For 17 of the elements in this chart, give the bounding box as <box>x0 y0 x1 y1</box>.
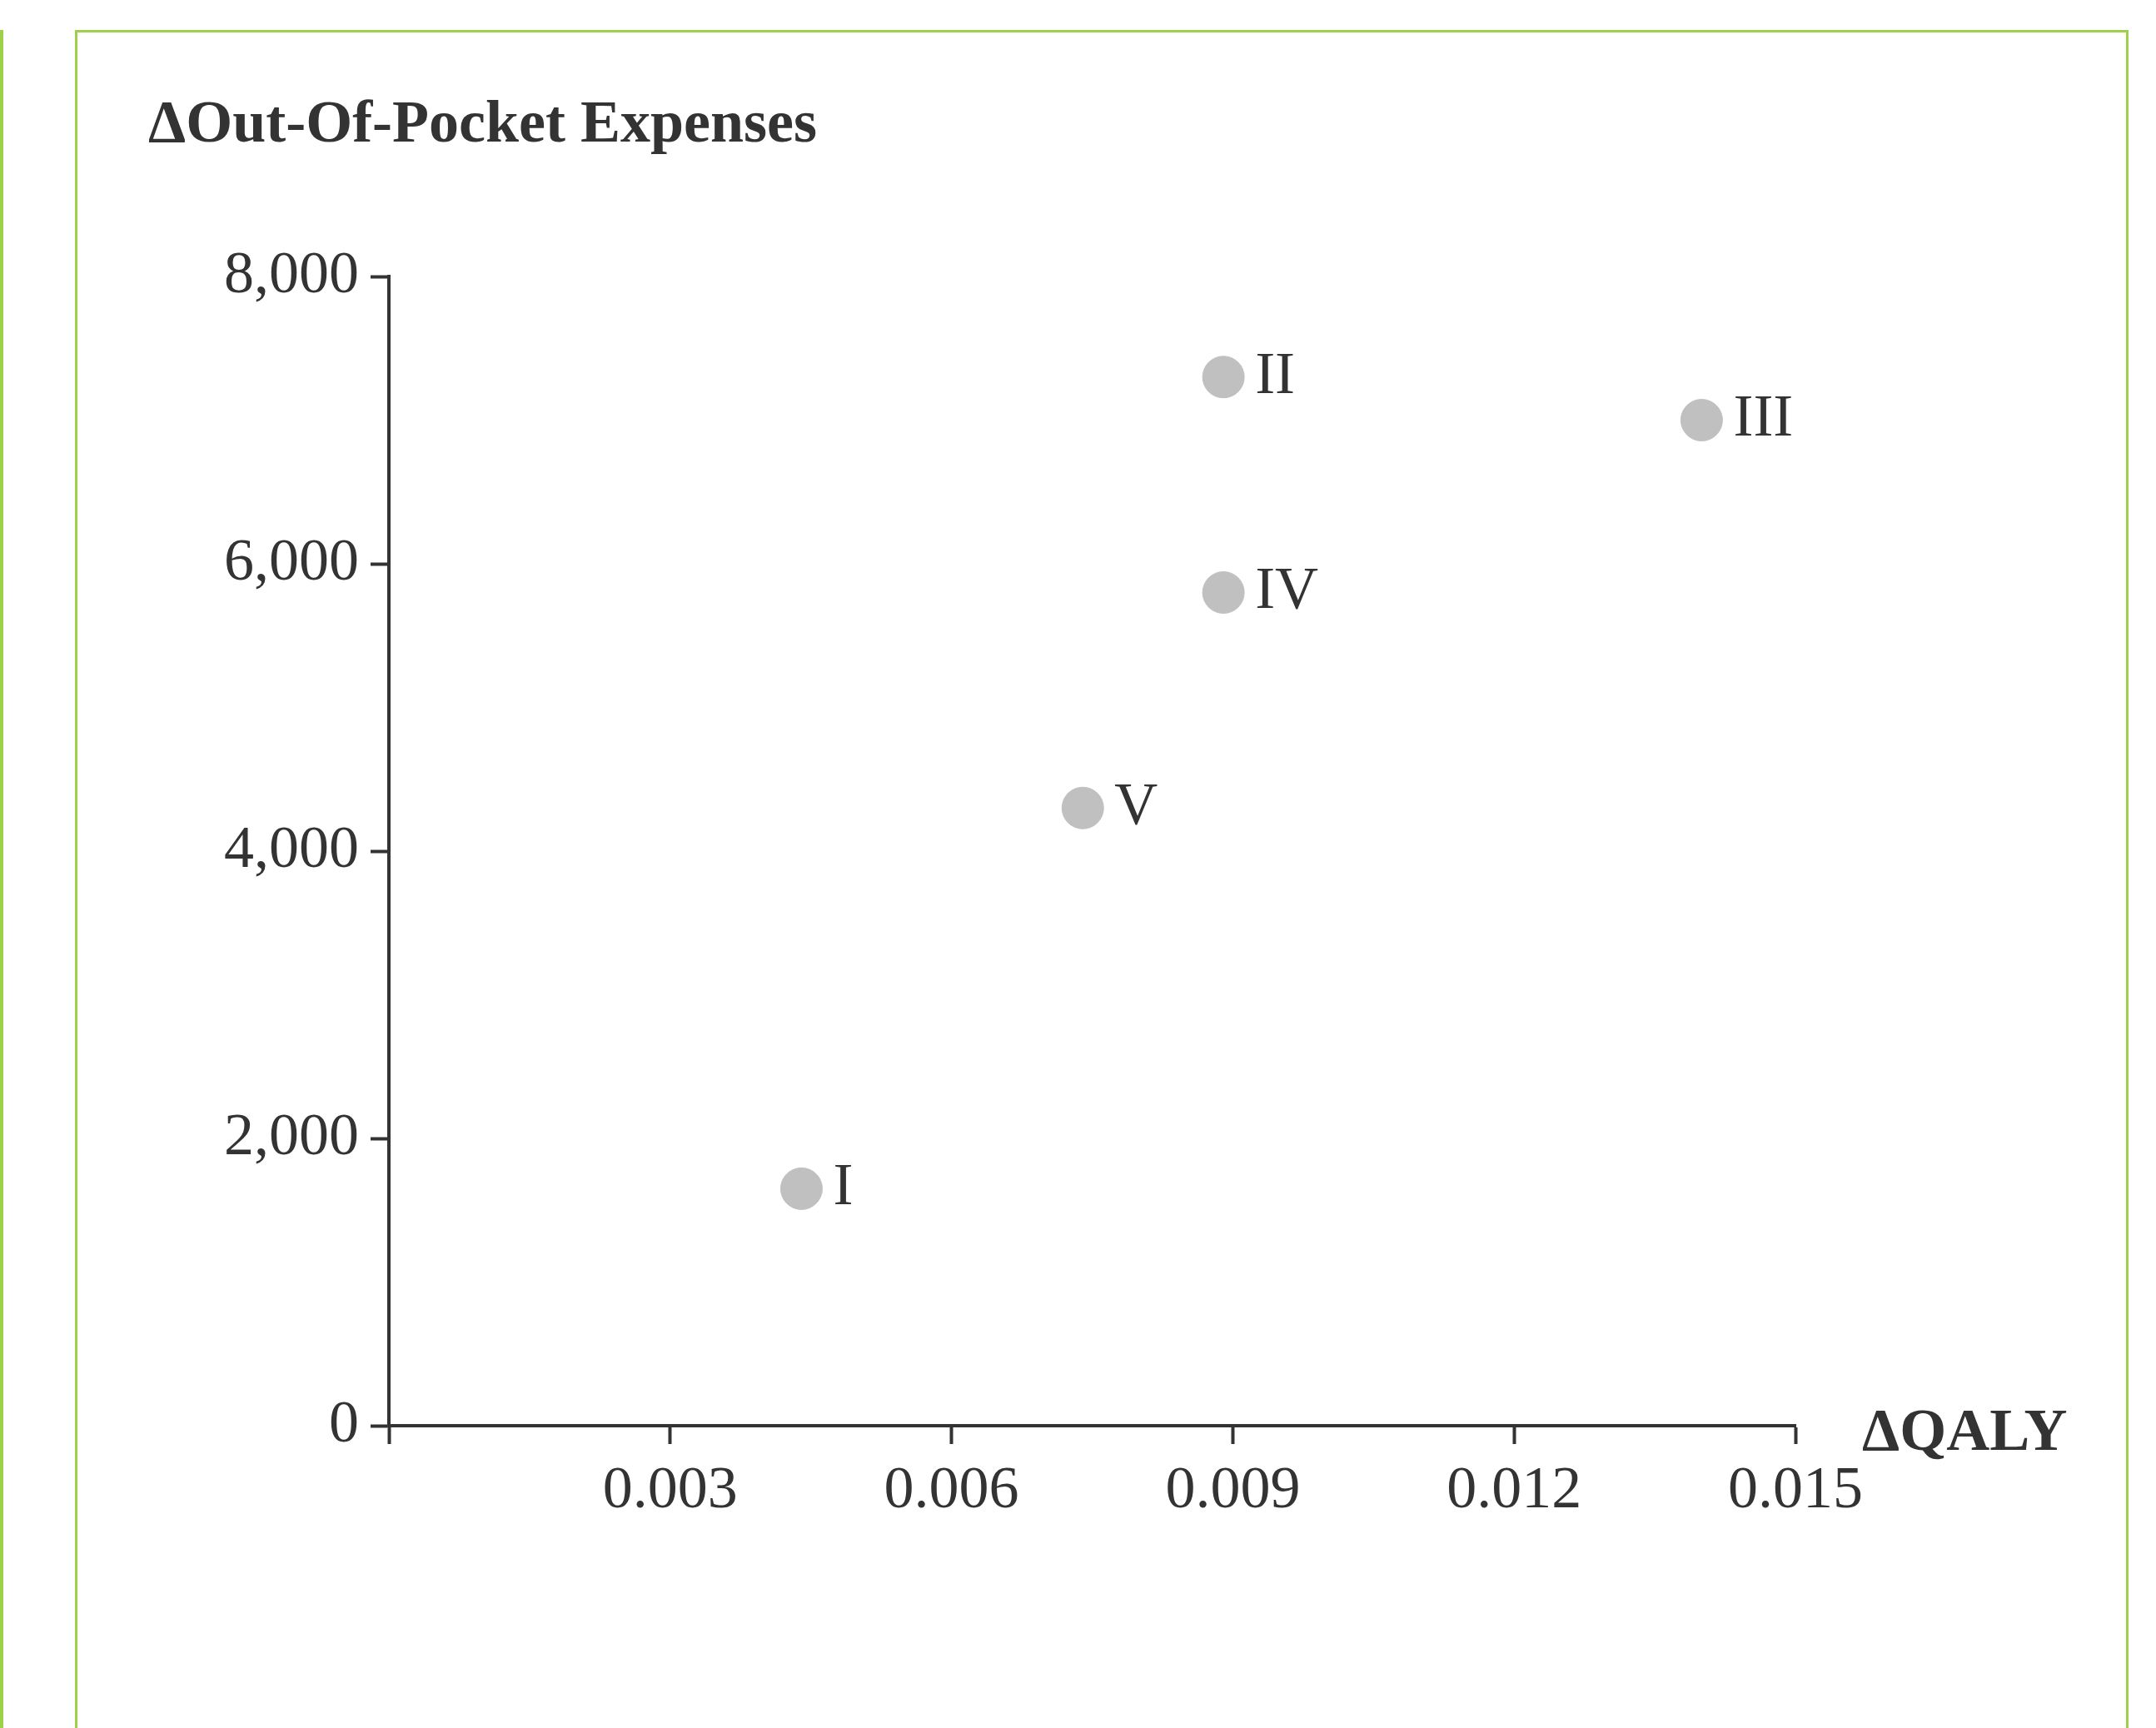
x-tick-label: 0.006 <box>884 1454 1019 1521</box>
y-axis-title: ΔOut-Of-Pocket Expenses <box>148 88 818 155</box>
x-tick-label: 0.015 <box>1728 1454 1863 1521</box>
y-tick-label: 4,000 <box>224 813 359 880</box>
y-tick-label: 0 <box>329 1387 359 1455</box>
annotation: IV <box>1255 555 1319 622</box>
x-tick-label: 0.012 <box>1446 1454 1582 1521</box>
x-tick-label: 0.009 <box>1165 1454 1301 1521</box>
y-tick-label: 8,000 <box>224 238 359 306</box>
y-tick-label: 6,000 <box>224 525 359 593</box>
x-axis-title: ΔQALY <box>1862 1396 2068 1463</box>
annotation: II <box>1255 339 1296 406</box>
annotation: III <box>1733 382 1794 450</box>
annotation: I <box>833 1151 854 1218</box>
y-tick-label: 2,000 <box>224 1100 359 1168</box>
x-tick-label: 0.003 <box>602 1454 738 1521</box>
annotation: V <box>1114 770 1158 838</box>
